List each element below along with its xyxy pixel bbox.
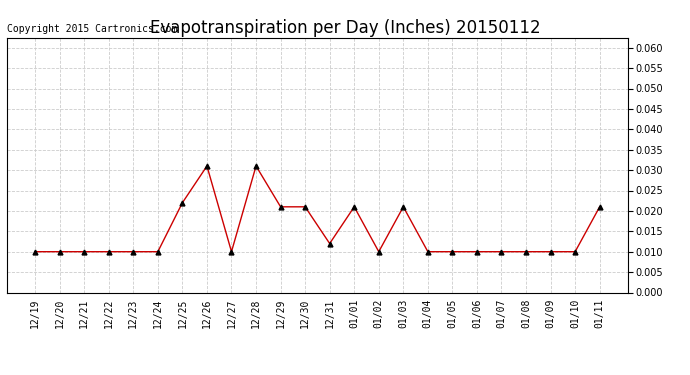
Text: Evapotranspiration per Day (Inches) 20150112: Evapotranspiration per Day (Inches) 2015… [150, 19, 540, 37]
Text: Copyright 2015 Cartronics.com: Copyright 2015 Cartronics.com [7, 24, 177, 34]
